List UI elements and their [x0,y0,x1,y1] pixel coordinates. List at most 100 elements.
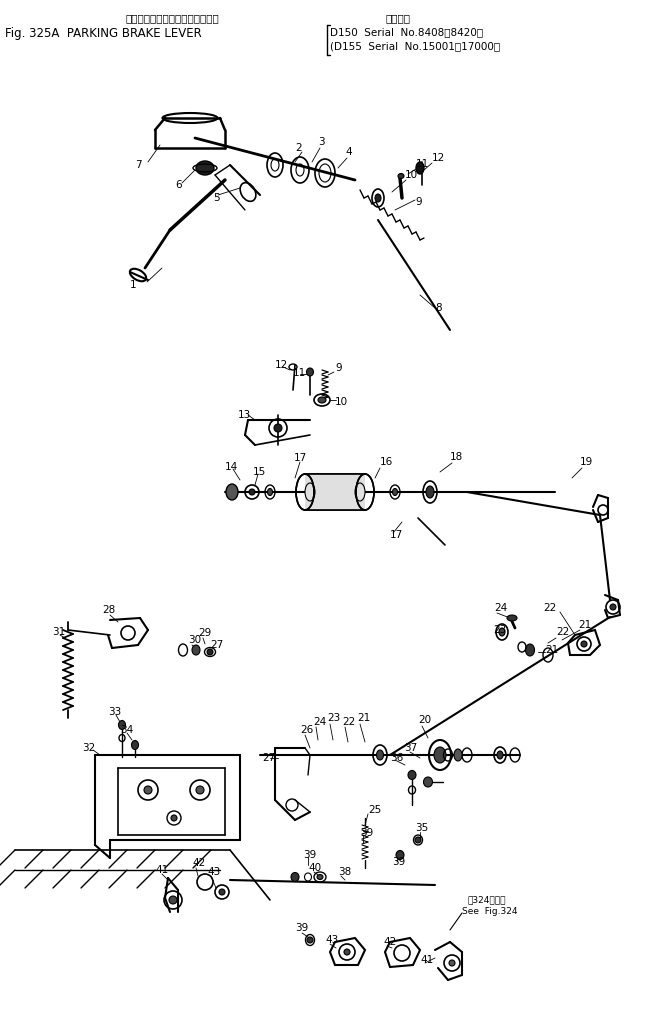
Circle shape [610,604,616,610]
Text: 23: 23 [327,713,340,723]
Text: D150  Serial  No.8408～8420）: D150 Serial No.8408～8420） [330,27,483,37]
Text: 40: 40 [308,863,321,873]
Text: 27: 27 [210,640,223,650]
Text: 39: 39 [392,857,405,867]
Ellipse shape [377,750,383,760]
Ellipse shape [118,720,126,730]
Ellipse shape [318,397,326,403]
Text: 24: 24 [494,603,508,613]
Text: 29: 29 [198,628,211,638]
Text: 20: 20 [418,715,431,725]
Text: (D155  Serial  No.15001～17000）: (D155 Serial No.15001～17000） [330,41,500,51]
Text: 43: 43 [325,935,338,945]
Text: 34: 34 [120,725,133,735]
Text: 39: 39 [303,850,317,860]
Ellipse shape [226,484,238,500]
Circle shape [344,949,350,955]
Circle shape [169,896,177,904]
Text: 12: 12 [432,153,445,163]
Text: 37: 37 [404,743,417,753]
Text: 11: 11 [293,368,306,378]
Ellipse shape [196,161,214,175]
Text: 26: 26 [300,725,313,735]
Circle shape [249,489,255,495]
Ellipse shape [526,644,534,657]
Text: 9: 9 [335,363,341,372]
Text: 10: 10 [335,397,348,407]
Text: 14: 14 [225,462,238,472]
Circle shape [307,937,313,943]
Text: 第324図参照: 第324図参照 [468,895,506,904]
Text: 16: 16 [380,457,393,467]
Ellipse shape [497,751,503,759]
Text: 22: 22 [543,603,557,613]
Text: 35: 35 [415,823,428,833]
Text: See  Fig.324: See Fig.324 [462,907,517,916]
Text: Fig. 325A  PARKING BRAKE LEVER: Fig. 325A PARKING BRAKE LEVER [5,27,201,40]
Text: 21: 21 [578,620,591,630]
Circle shape [415,837,421,843]
Text: 13: 13 [238,410,251,420]
Ellipse shape [416,162,424,174]
Text: 30: 30 [188,635,201,645]
Text: 11: 11 [416,159,429,169]
Text: 5: 5 [213,193,220,203]
Text: 8: 8 [435,303,441,313]
Text: 23: 23 [493,625,506,635]
Text: 17: 17 [390,530,404,540]
Circle shape [171,815,177,821]
Ellipse shape [307,368,313,376]
Ellipse shape [408,771,416,780]
Ellipse shape [507,615,517,620]
Text: 10: 10 [405,170,418,180]
Text: 17: 17 [294,453,307,463]
Text: 21: 21 [545,645,559,655]
Text: 31: 31 [52,627,65,637]
Ellipse shape [426,486,434,498]
Circle shape [581,641,587,647]
Text: 33: 33 [108,707,121,717]
Text: 22: 22 [556,627,569,637]
Text: 18: 18 [450,452,463,462]
Text: 27: 27 [262,753,275,762]
Ellipse shape [398,174,404,178]
Ellipse shape [317,875,323,880]
Text: 41: 41 [155,865,168,875]
Text: 2: 2 [295,143,301,153]
Text: 19: 19 [580,457,593,467]
Ellipse shape [267,489,273,496]
Circle shape [207,649,213,655]
Text: 25: 25 [368,805,381,815]
Text: 38: 38 [338,867,351,877]
Text: 39: 39 [295,923,308,933]
Ellipse shape [392,489,398,496]
Text: 7: 7 [135,159,142,170]
Text: 39: 39 [360,828,373,838]
Text: 22: 22 [342,717,355,728]
Ellipse shape [131,741,139,749]
Ellipse shape [375,194,381,202]
Text: 28: 28 [102,605,115,615]
Text: 4: 4 [345,147,352,157]
Ellipse shape [396,851,404,859]
Text: パーキング　ブレーキ　レバー（: パーキング ブレーキ レバー（ [125,13,218,23]
Text: 43: 43 [207,867,220,877]
Circle shape [196,786,204,794]
Text: 42: 42 [383,937,396,947]
Text: 32: 32 [82,743,95,753]
Text: 12: 12 [275,360,288,370]
Text: 3: 3 [318,137,324,147]
Text: 9: 9 [415,197,422,207]
Text: 1: 1 [130,280,137,290]
Circle shape [144,786,152,794]
Text: 適用号機: 適用号機 [385,13,410,23]
Ellipse shape [192,645,200,655]
Text: 21: 21 [357,713,370,723]
Ellipse shape [434,747,446,762]
Text: 42: 42 [192,858,205,868]
Circle shape [219,889,225,895]
Bar [305,474,365,510]
Ellipse shape [291,873,299,882]
Text: 36: 36 [390,753,404,762]
Circle shape [274,424,282,432]
